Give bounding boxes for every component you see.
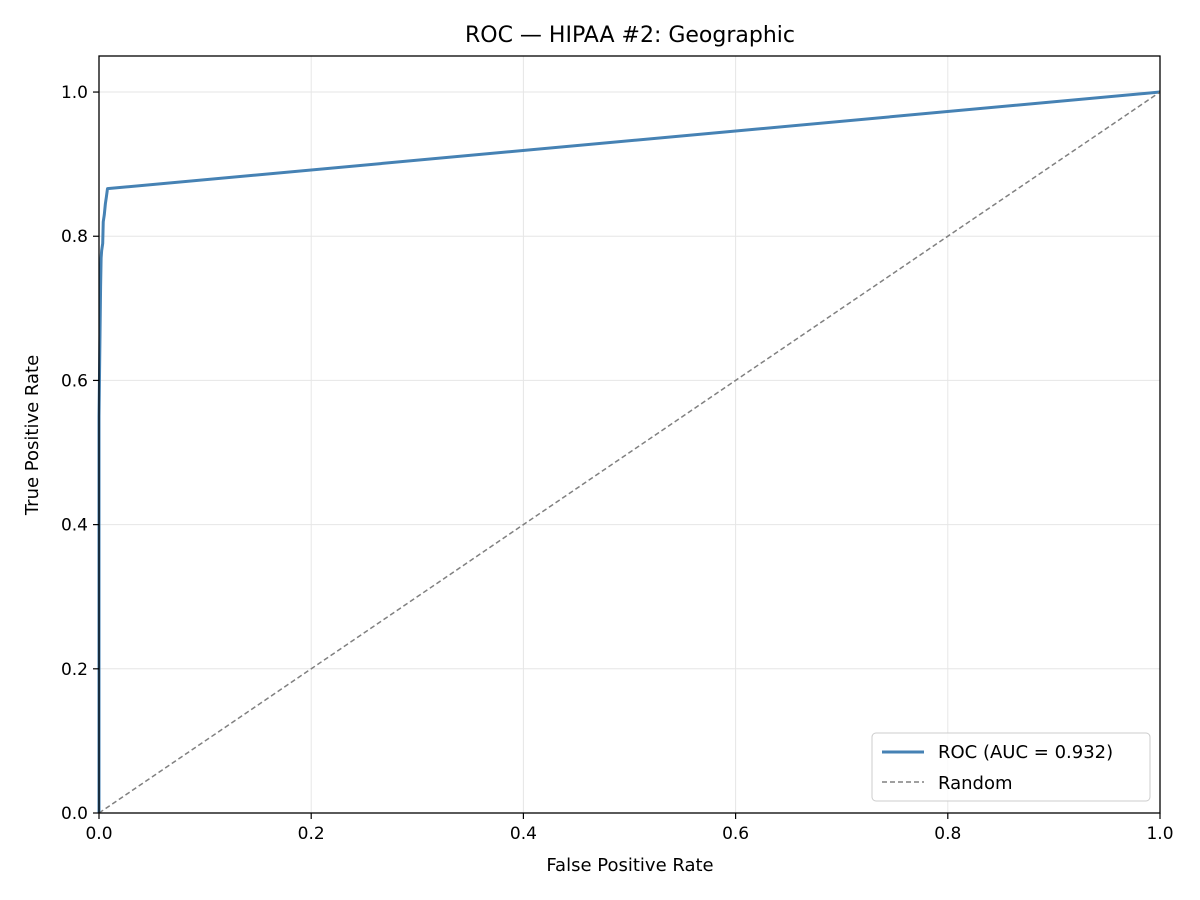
legend-label-roc: ROC (AUC = 0.932) <box>938 742 1113 763</box>
series-line-roc <box>97 90 1161 813</box>
legend-label-random: Random <box>938 773 1013 794</box>
plot-series <box>97 90 1161 814</box>
y-tick-label-0: 0.0 <box>61 804 88 824</box>
y-tick-label-2: 0.4 <box>61 516 88 536</box>
x-tick-label-3: 0.6 <box>722 824 749 844</box>
y-tick-label-4: 0.8 <box>61 227 88 247</box>
y-axis-label: True Positive Rate <box>22 355 43 516</box>
y-tick-label-5: 1.0 <box>61 83 88 103</box>
y-tick-label-3: 0.6 <box>61 371 88 391</box>
grid <box>98 56 1161 814</box>
x-axis-label: False Positive Rate <box>546 855 713 876</box>
x-tick-label-4: 0.8 <box>934 824 961 844</box>
x-tick-label-0: 0.0 <box>85 824 112 844</box>
x-tick-label-5: 1.0 <box>1146 824 1173 844</box>
y-tick-label-1: 0.2 <box>61 660 88 680</box>
axis-ticks: 0.0 0.2 0.4 0.6 0.8 1.0 0.0 0.2 0.4 0.6 0.8 1.0 <box>61 83 1174 844</box>
chart-title: ROC — HIPAA #2: Geographic <box>465 23 795 48</box>
x-tick-label-1: 0.2 <box>298 824 325 844</box>
x-tick-label-2: 0.4 <box>510 824 537 844</box>
legend: ROC (AUC = 0.932) Random <box>871 732 1151 802</box>
legend-box <box>871 732 1151 802</box>
series-line-random <box>98 91 1161 814</box>
plot-frame <box>98 55 1161 814</box>
